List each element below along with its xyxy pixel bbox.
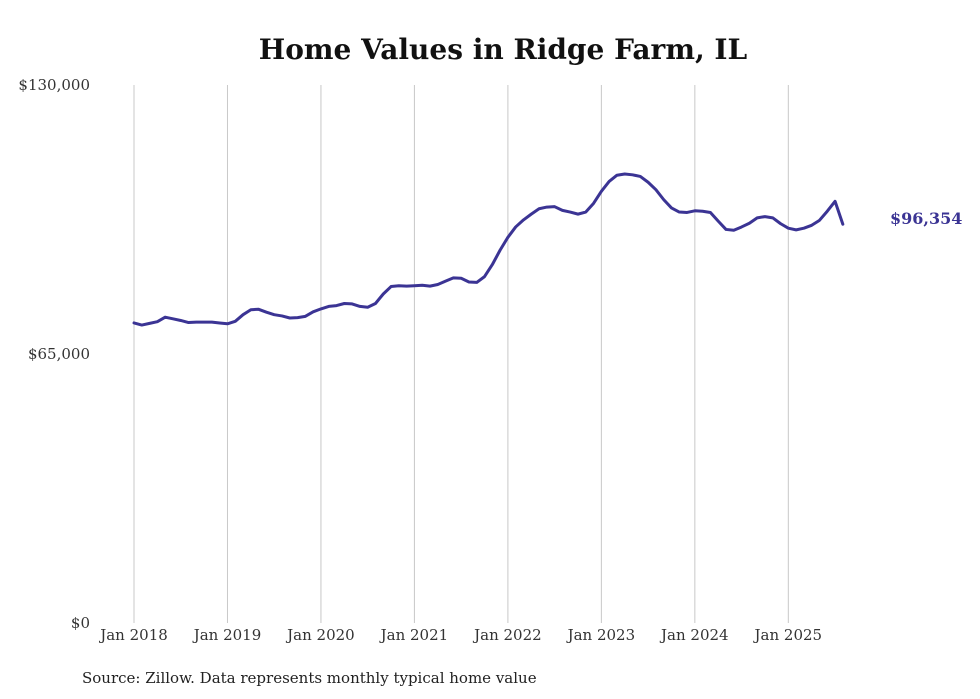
source-note: Source: Zillow. Data represents monthly …: [82, 669, 537, 687]
gridlines: [133, 85, 789, 623]
x-tick-label: Jan 2018: [98, 626, 168, 644]
x-tick-label: Jan 2023: [566, 626, 636, 644]
y-tick-label: $0: [71, 614, 90, 632]
y-tick-label: $65,000: [28, 345, 90, 363]
x-tick-label: Jan 2019: [192, 626, 262, 644]
y-axis: $0 $65,000 $130,000: [18, 76, 90, 632]
end-value-label: $96,354: [890, 209, 962, 228]
x-tick-label: Jan 2020: [285, 626, 355, 644]
y-tick-label: $130,000: [18, 76, 90, 94]
x-axis: Jan 2018 Jan 2019 Jan 2020 Jan 2021 Jan 2022…: [98, 626, 822, 644]
chart-title: Home Values in Ridge Farm, IL: [259, 33, 748, 66]
x-tick-label: Jan 2022: [472, 626, 542, 644]
series-line-0: [132, 172, 845, 327]
x-tick-label: Jan 2021: [379, 626, 449, 644]
x-tick-label: Jan 2025: [753, 626, 823, 644]
series-group: [132, 172, 845, 327]
x-tick-label: Jan 2024: [659, 626, 729, 644]
